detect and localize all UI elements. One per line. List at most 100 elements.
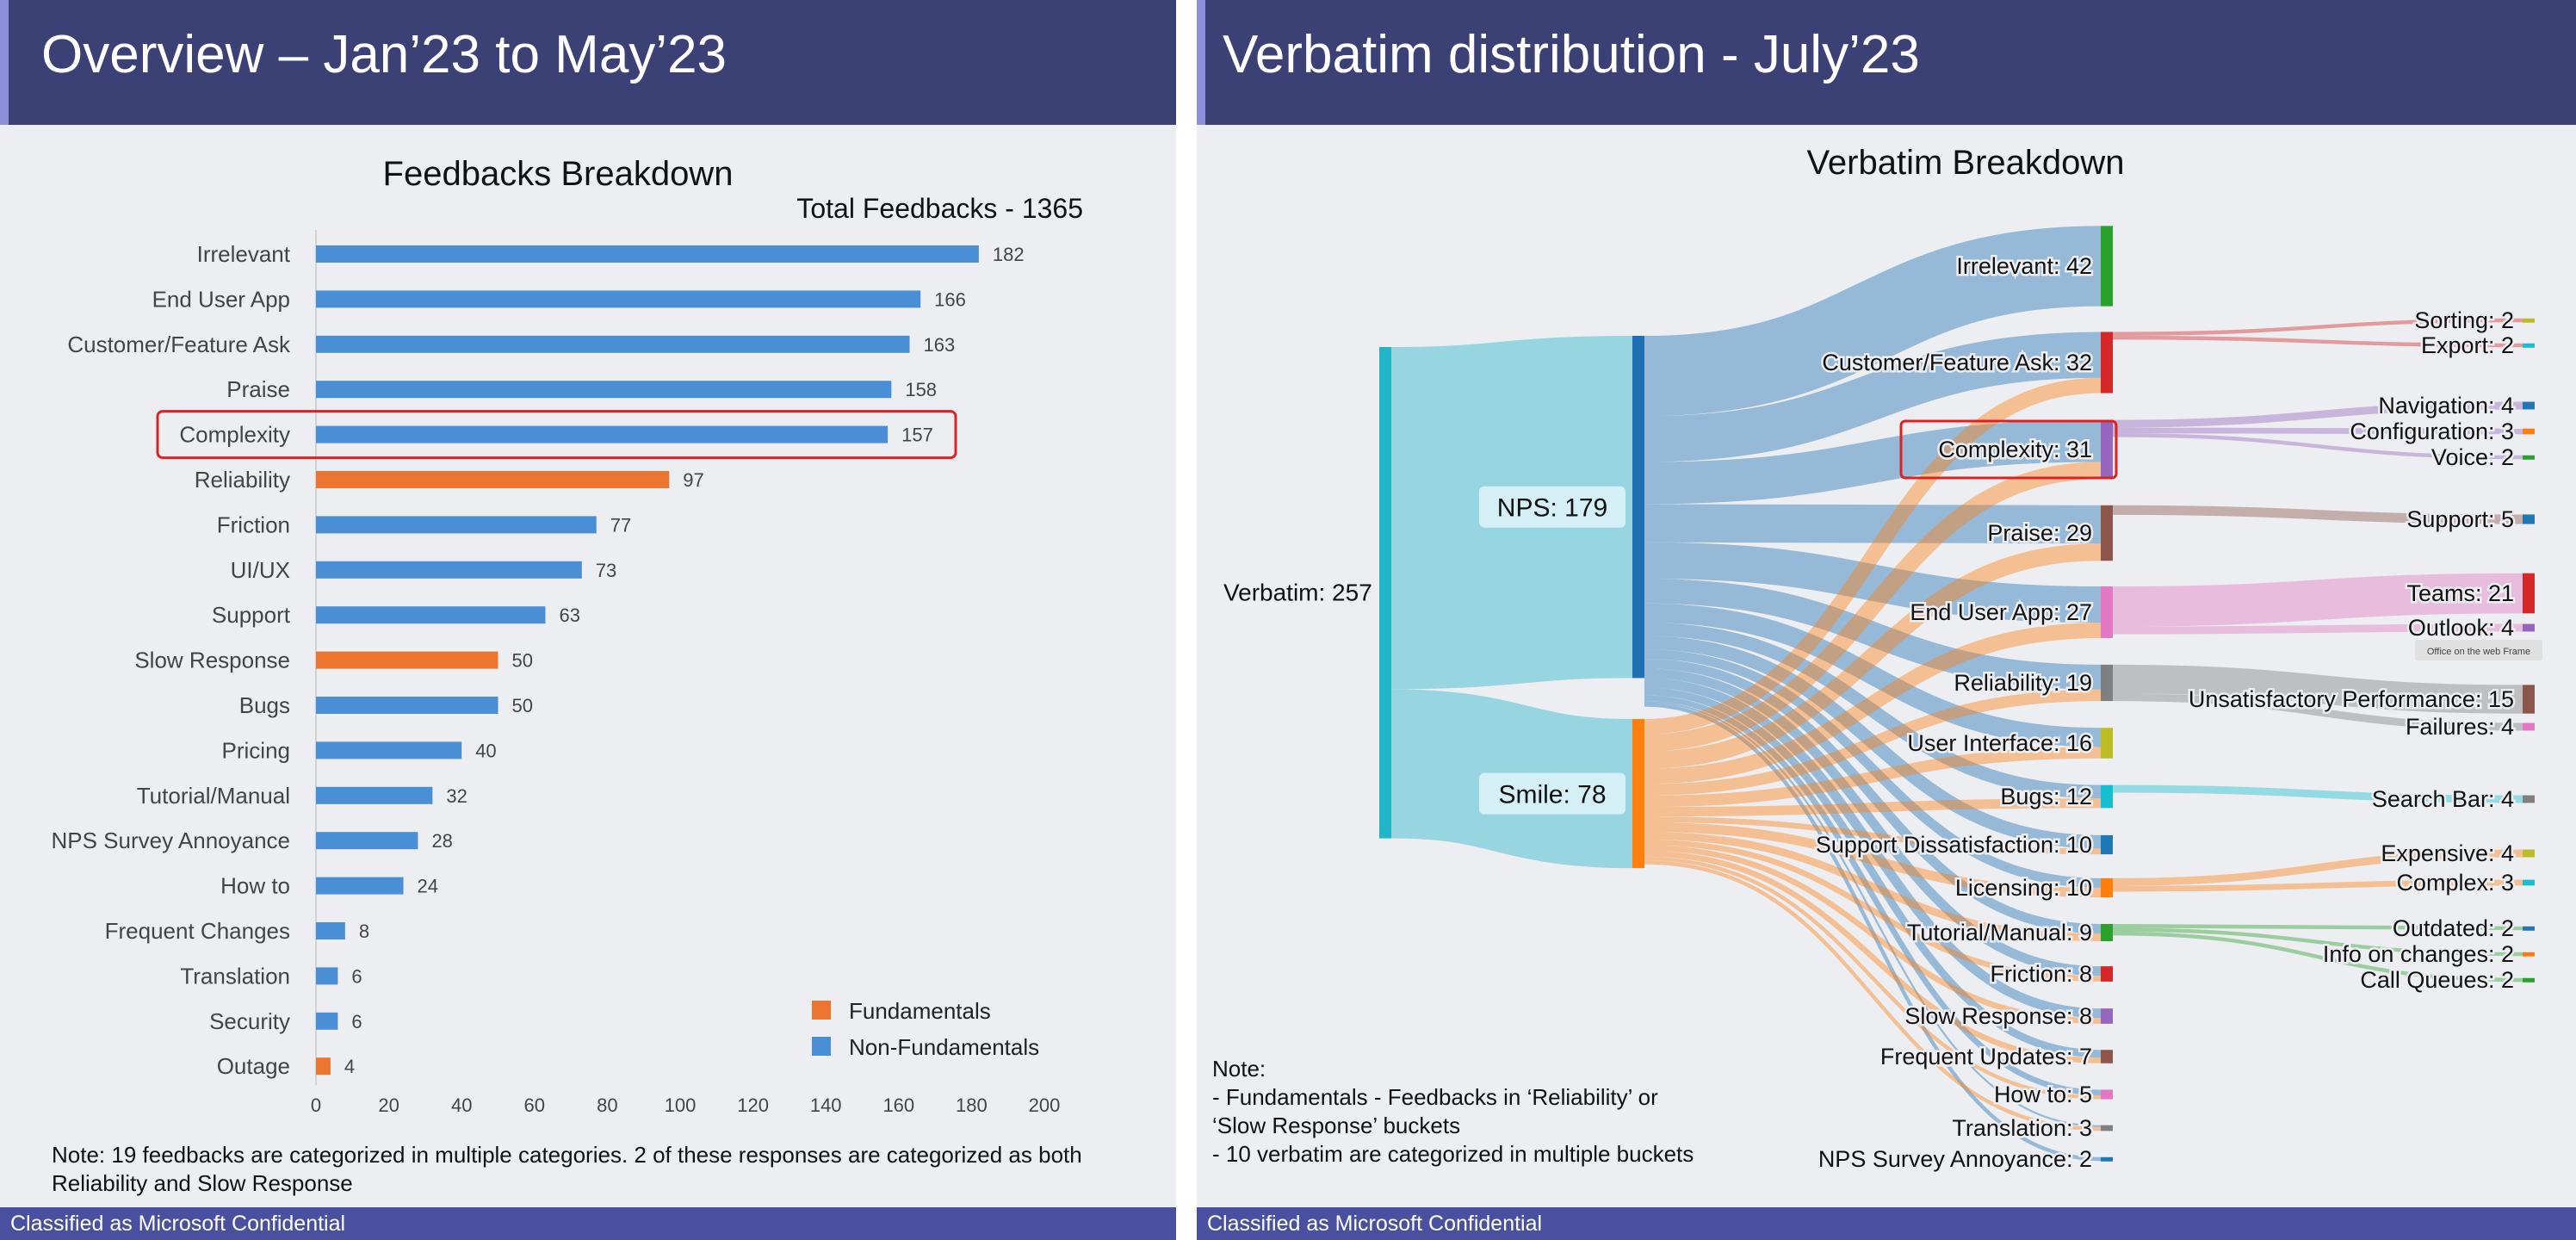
classification-footer: Classified as Microsoft Confidential [0,1207,1176,1240]
sankey-node-label: Navigation: 4 [2378,393,2514,418]
category-label: Reliability [195,467,290,493]
sankey-link [1644,678,2102,1019]
bar-value-label: 40 [475,740,496,761]
bar [316,786,433,804]
category-label: Bugs [239,692,290,718]
sankey-link [1644,695,2102,1096]
sankey-node-label: Voice: 2 [2431,444,2514,470]
sankey-node-label: Tutorial/Manual: 9 [1907,920,2092,946]
sankey-node-label: How to: 5 [1994,1082,2092,1107]
bar [316,922,345,939]
legend-swatch [812,1001,831,1020]
highlight-box [156,410,957,460]
sankey-link [1644,226,2102,417]
x-tick-label: 80 [597,1094,617,1116]
sankey-node-label: Export: 2 [2421,332,2514,358]
bar [316,741,462,760]
sankey-node [2523,685,2535,714]
sankey-link [2112,335,2523,348]
bar-value-label: 97 [683,469,703,491]
note-line: ‘Slow Response’ buckets [1212,1113,1461,1138]
sankey-node-label: Configuration: 3 [2350,418,2514,444]
sankey-link [1644,831,2102,941]
legend-label: Fundamentals [849,998,991,1024]
classification-footer: Classified as Microsoft Confidential [1197,1207,2576,1240]
sankey-node-label: Call Queues: 2 [2360,967,2514,993]
highlight-box [1899,419,2118,480]
sankey-node [2101,924,2113,941]
sankey-node [2101,1125,2113,1132]
sankey-node [2523,343,2535,348]
sankey-link [1644,860,2102,1132]
category-label: Customer/Feature Ask [67,332,291,357]
sankey-node [2523,926,2535,931]
slide-title: Overview – Jan’23 to May’23 [41,25,728,84]
slide-title: Verbatim distribution - July’23 [1223,25,1920,84]
x-tick-label: 0 [311,1094,321,1116]
sankey-node-label: User Interface: 16 [1907,730,2092,756]
slide-header: Verbatim distribution - July’23 [1197,0,2576,125]
sankey-node [2101,784,2113,809]
category-label: Praise [226,376,290,402]
bar-value-label: 32 [446,785,467,807]
sankey-link [1644,856,2102,1100]
frame-tooltip-bg [2415,640,2542,660]
sankey-node-label: Irrelevant: 42 [1956,253,2092,279]
sankey-link [1644,687,2102,1058]
sankey-node [2523,722,2535,731]
bar [316,877,404,895]
sankey-node-label: Complex: 3 [2396,870,2514,896]
category-label: UI/UX [231,557,290,583]
sankey-node [2101,1008,2113,1024]
sankey-node [2101,586,2113,638]
sankey-node [2101,1089,2113,1100]
category-label: Frequent Changes [105,918,290,944]
category-label: Friction [217,512,290,537]
bar-value-label: 24 [418,876,438,897]
note-label: Note: [52,1142,106,1168]
sankey-link [1644,816,2102,855]
category-label: Tutorial/Manual [137,783,290,809]
verbatim-slide: Verbatim distribution - July’23 Verbatim… [1197,0,2576,1240]
total-feedbacks-annotation: Total Feedbacks - 1365 [796,193,1083,224]
sankey-link [1644,603,2102,747]
bar-value-label: 4 [344,1056,355,1077]
sankey-node [2101,505,2113,561]
x-tick-label: 120 [737,1094,769,1116]
sankey-node-label: NPS Survey Annoyance: 2 [1818,1146,2092,1172]
bar [316,967,338,985]
x-tick-label: 60 [524,1094,545,1116]
node-label-bg [1479,772,1625,815]
bar-value-label: 28 [431,830,452,852]
bar [316,335,910,353]
sankey-link [1644,623,2102,784]
sankey-node-label: Outdated: 2 [2393,915,2514,941]
bar [316,1057,331,1076]
sankey-node-label: Bugs: 12 [2000,784,2092,809]
sankey-link [1644,623,2102,799]
sankey-node-label: End User App: 27 [1910,599,2092,625]
sankey-link [2112,849,2523,886]
bar-value-label: 50 [512,650,533,672]
sankey-link [1644,822,2102,898]
bar-value-label: 182 [993,244,1025,265]
sankey-link [1644,659,2102,934]
bar [316,561,582,579]
chart-title: Verbatim Breakdown [1806,144,2124,182]
sankey-link [2112,573,2523,627]
sankey-node-label: Verbatim: 257 [1223,579,1372,605]
sankey-node [2101,834,2113,855]
bar [316,606,546,624]
category-label: Support [212,602,291,628]
sankey-link [1644,703,2102,1162]
sankey-link [1644,543,2102,769]
overview-slide: Overview – Jan’23 to May’23 Feedbacks Br… [0,0,1176,1240]
bar-value-label: 6 [351,965,362,987]
sankey-link [2112,664,2523,714]
category-label: NPS Survey Annoyance [52,828,291,853]
category-label: End User App [152,286,290,312]
category-label: Pricing [222,737,290,763]
category-label: Complexity [179,422,290,448]
x-tick-label: 160 [882,1094,914,1116]
sankey-node-label: Unsatisfactory Performance: 15 [2189,686,2514,712]
